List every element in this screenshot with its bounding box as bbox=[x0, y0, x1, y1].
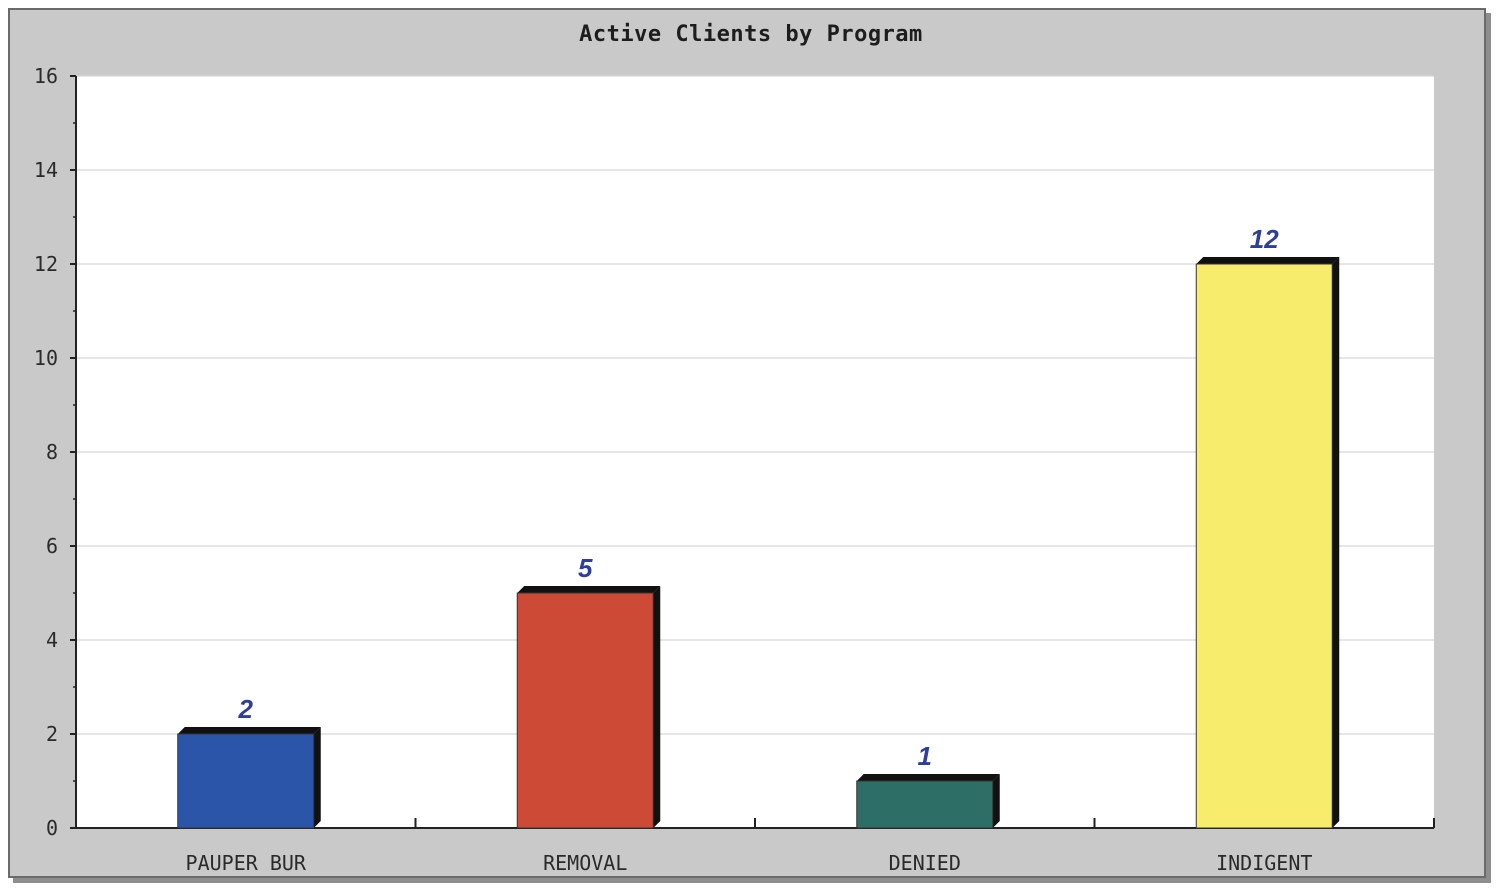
bar-data-label: 5 bbox=[578, 553, 593, 583]
chart-title: Active Clients by Program bbox=[579, 22, 923, 47]
y-tick-label: 2 bbox=[46, 722, 58, 746]
bar-group: 2 bbox=[177, 694, 321, 829]
y-tick-label: 16 bbox=[34, 64, 58, 88]
y-tick-label: 0 bbox=[46, 816, 58, 840]
bar-data-label: 1 bbox=[918, 741, 932, 771]
y-tick-label: 12 bbox=[34, 252, 58, 276]
bar-group: 12 bbox=[1195, 224, 1340, 829]
y-tick-label: 10 bbox=[34, 346, 58, 370]
bar-side-face bbox=[313, 727, 321, 828]
bar-top-face bbox=[856, 774, 1000, 781]
bar bbox=[1195, 263, 1333, 829]
y-tick-label: 8 bbox=[46, 440, 58, 464]
bars: 2 5 1 12 bbox=[177, 224, 1340, 829]
bar-top-face bbox=[177, 727, 321, 734]
x-category-label: REMOVAL bbox=[543, 851, 627, 875]
bar-group: 5 bbox=[516, 553, 661, 829]
bar-data-label: 12 bbox=[1250, 224, 1279, 254]
bar bbox=[516, 592, 654, 829]
bar-group: 1 bbox=[856, 741, 1000, 829]
y-axis: 0 2 4 6 8 10 12 14 16 bbox=[34, 64, 77, 840]
bar-side-face bbox=[992, 774, 1000, 828]
bar-side-face bbox=[1332, 257, 1340, 828]
x-category-label: INDIGENT bbox=[1216, 851, 1312, 875]
x-category-label: DENIED bbox=[889, 851, 961, 875]
bar-side-face bbox=[653, 586, 661, 828]
bar-top-face bbox=[517, 586, 661, 593]
bar bbox=[856, 780, 994, 829]
bar-data-label: 2 bbox=[238, 694, 254, 724]
y-tick-label: 4 bbox=[46, 628, 58, 652]
y-tick-label: 6 bbox=[46, 534, 58, 558]
bar bbox=[177, 733, 315, 829]
x-category-label: PAUPER BUR bbox=[186, 851, 307, 875]
bar-top-face bbox=[1196, 257, 1340, 264]
y-tick-label: 14 bbox=[34, 158, 58, 182]
